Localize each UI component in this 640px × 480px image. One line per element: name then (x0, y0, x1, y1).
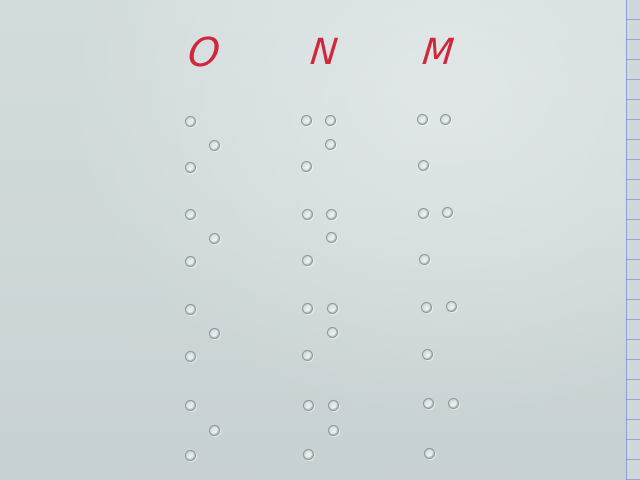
handwritten-letter-o: O (185, 30, 223, 76)
braille-dot (185, 304, 196, 315)
braille-dot (418, 160, 429, 171)
braille-dot (302, 303, 313, 314)
braille-dot (185, 450, 196, 461)
braille-dot (185, 116, 196, 127)
braille-dot (327, 327, 338, 338)
braille-dot (440, 114, 451, 125)
braille-dot (446, 301, 457, 312)
braille-dot (185, 209, 196, 220)
braille-dot (423, 398, 434, 409)
braille-dot (328, 425, 339, 436)
braille-dot (328, 400, 339, 411)
braille-dot (303, 400, 314, 411)
braille-dot (417, 114, 428, 125)
braille-dot (326, 209, 337, 220)
braille-dot (325, 115, 336, 126)
handwritten-letter-n: N (308, 32, 340, 73)
braille-dot (209, 233, 220, 244)
braille-dot (302, 255, 313, 266)
braille-dot (442, 207, 453, 218)
grid-paper-edge (626, 0, 640, 480)
braille-dot (185, 351, 196, 362)
braille-dot (326, 232, 337, 243)
braille-dot (209, 140, 220, 151)
handwritten-letter-m: M (420, 32, 456, 73)
braille-dot (327, 303, 338, 314)
braille-dot (418, 208, 429, 219)
braille-dot (209, 328, 220, 339)
braille-dot (422, 349, 433, 360)
braille-dot (185, 400, 196, 411)
braille-dot (302, 209, 313, 220)
braille-dot (419, 254, 430, 265)
braille-dot (424, 448, 435, 459)
braille-dot (301, 115, 312, 126)
braille-dot (421, 302, 432, 313)
braille-dot (185, 256, 196, 267)
braille-dot (325, 139, 336, 150)
braille-dot (302, 350, 313, 361)
braille-dot (185, 162, 196, 173)
braille-dot (301, 161, 312, 172)
braille-dot (209, 425, 220, 436)
braille-dot (303, 449, 314, 460)
braille-dot (448, 398, 459, 409)
